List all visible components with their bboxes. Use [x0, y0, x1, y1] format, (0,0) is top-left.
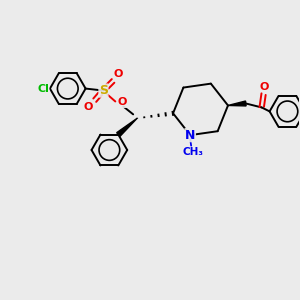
Text: O: O — [114, 69, 123, 79]
Text: S: S — [99, 84, 108, 97]
Text: Cl: Cl — [37, 84, 49, 94]
Text: O: O — [118, 98, 127, 107]
Text: N: N — [185, 129, 195, 142]
Text: CH₃: CH₃ — [183, 147, 204, 157]
Text: O: O — [84, 102, 93, 112]
Polygon shape — [228, 101, 246, 106]
Text: O: O — [260, 82, 269, 92]
Polygon shape — [117, 118, 137, 136]
